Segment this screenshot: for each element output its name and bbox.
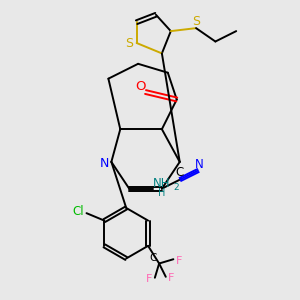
Text: Cl: Cl bbox=[72, 205, 84, 218]
Text: 2: 2 bbox=[173, 183, 179, 192]
Text: NH: NH bbox=[152, 177, 170, 190]
Text: N: N bbox=[195, 158, 204, 171]
Text: H: H bbox=[158, 188, 165, 198]
Text: C: C bbox=[149, 253, 157, 262]
Text: N: N bbox=[100, 157, 110, 170]
Text: C: C bbox=[175, 166, 183, 179]
Text: F: F bbox=[176, 256, 182, 266]
Text: F: F bbox=[168, 273, 174, 283]
Text: O: O bbox=[135, 80, 146, 93]
Text: S: S bbox=[192, 15, 200, 28]
Text: S: S bbox=[125, 37, 133, 50]
Text: F: F bbox=[146, 274, 153, 284]
